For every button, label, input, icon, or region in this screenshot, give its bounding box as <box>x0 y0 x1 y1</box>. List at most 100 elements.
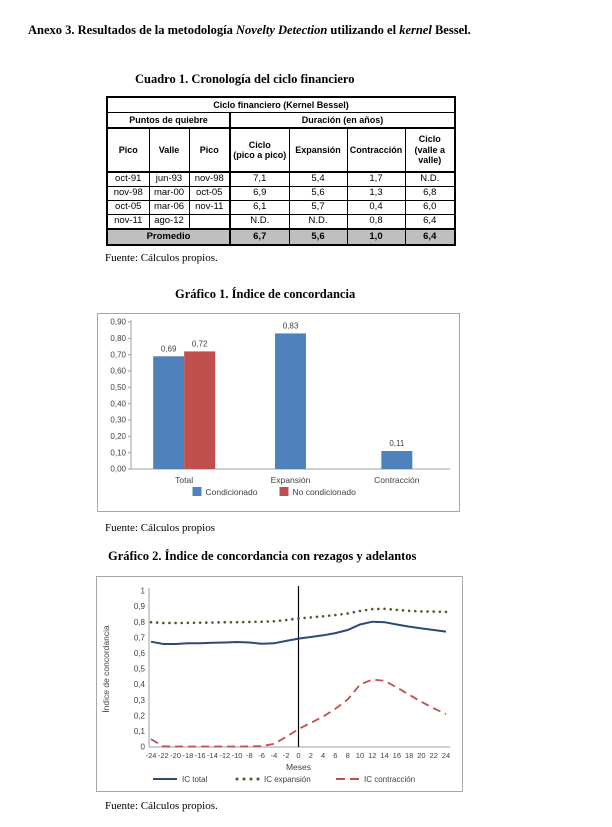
expansion-dot <box>370 607 374 611</box>
y-tick-label: 0,80 <box>110 334 126 343</box>
table-source: Fuente: Cálculos propios. <box>105 252 218 264</box>
category-label: Contracción <box>374 475 420 485</box>
legend-swatch <box>279 487 289 496</box>
expansion-dot <box>401 609 405 612</box>
expansion-dot <box>180 621 184 625</box>
data-cell: 5,4 <box>288 171 348 187</box>
expansion-dot <box>426 610 429 613</box>
expansion-dot <box>407 609 411 613</box>
y-tick-label: 0,90 <box>110 318 126 327</box>
expansion-dot <box>186 621 190 625</box>
title-segment: Novelty Detection <box>236 22 328 37</box>
expansion-dot <box>266 620 270 623</box>
promedio-value-cell: 6,4 <box>404 228 456 246</box>
x-tick-label: -14 <box>207 751 218 760</box>
bar-condicionado <box>153 356 185 469</box>
expansion-dot <box>334 613 337 617</box>
y-tick-label: 0,1 <box>134 727 146 736</box>
page-title: Anexo 3. Resultados de la metodología No… <box>28 23 473 39</box>
legend-label: No condicionado <box>293 487 357 497</box>
x-tick-label: 8 <box>346 751 350 760</box>
table-row: nov-11 ago-12 N.D. N.D. 0,8 6,4 <box>106 214 456 230</box>
title-segment: Bessel. <box>431 22 471 37</box>
y-tick-label: 0,9 <box>134 602 146 611</box>
y-tick-label: 0,7 <box>134 633 146 642</box>
bar-value-label: 0,11 <box>389 439 405 448</box>
category-label: Total <box>175 475 193 485</box>
expansion-dot <box>254 620 257 624</box>
expansion-dot <box>364 608 368 612</box>
x-tick-label: -18 <box>182 751 193 760</box>
y-tick-label: 0,50 <box>110 383 126 392</box>
table-row: oct-91 jun-93 nov-98 7,1 5,4 1,7 N.D. <box>106 171 456 187</box>
column-header-cell: Contracción <box>346 127 406 173</box>
promedio-value-cell: 1,0 <box>346 228 406 246</box>
bar-value-label: 0,69 <box>161 344 177 353</box>
table-heading: Cuadro 1. Cronología del ciclo financier… <box>135 72 355 86</box>
line-chart-frame: 0 0,1 0,2 0,3 0,4 0,5 0,6 0,7 0,8 0,9 1 -24 -22 -20 -1… <box>96 576 463 792</box>
x-tick-label: -2 <box>283 751 290 760</box>
data-cell: 6,8 <box>404 186 456 201</box>
column-header-cell: Expansión <box>288 127 348 173</box>
y-tick-label: 0 <box>141 743 146 752</box>
expansion-dot <box>413 609 417 613</box>
y-tick-label: 0,10 <box>110 448 126 457</box>
expansion-dot <box>174 621 177 625</box>
data-cell: mar-00 <box>148 186 190 201</box>
legend-expansion-swatch <box>256 777 260 781</box>
x-tick-label: 16 <box>393 751 401 760</box>
y-tick-label: 0,60 <box>110 367 126 376</box>
expansion-dot <box>260 620 263 624</box>
data-cell: N.D. <box>229 214 290 230</box>
x-tick-label: 10 <box>356 751 364 760</box>
expansion-dot <box>297 617 300 620</box>
promedio-row: Promedio 6,7 5,6 1,0 6,4 <box>106 228 456 246</box>
x-tick-label: -4 <box>271 751 278 760</box>
data-cell: 5,7 <box>288 200 348 215</box>
data-cell: N.D. <box>288 214 348 230</box>
financial-cycle-table: Ciclo financiero (Kernel Bessel) Puntos d… <box>106 96 456 246</box>
expansion-dot <box>309 616 313 619</box>
expansion-dot <box>155 621 159 624</box>
legend-expansion-swatch <box>242 777 246 781</box>
legend-label: IC expansión <box>264 775 311 784</box>
expansion-dot <box>420 610 423 613</box>
expansion-dot <box>284 618 288 622</box>
x-tick-label: -12 <box>219 751 230 760</box>
expansion-dot <box>383 607 386 611</box>
y-tick-label: 0,5 <box>134 665 146 674</box>
expansion-dot <box>205 621 208 624</box>
x-tick-label: -20 <box>170 751 181 760</box>
data-cell <box>188 214 231 230</box>
y-tick-label: 0,2 <box>134 711 146 720</box>
y-tick-label: 0,8 <box>134 618 146 627</box>
expansion-dot <box>248 620 251 624</box>
expansion-dot <box>389 608 392 611</box>
bar-value-label: 0,72 <box>192 339 208 348</box>
group-header-cell: Puntos de quiebre <box>106 112 231 129</box>
x-tick-label: -16 <box>195 751 206 760</box>
data-cell: oct-05 <box>188 186 231 201</box>
y-tick-label: 0,30 <box>110 416 126 425</box>
x-tick-label: 24 <box>442 751 450 760</box>
bar-chart-frame: 0,00 0,10 0,20 0,30 0,40 0,50 0,60 0,70 0,80 0,90… <box>97 313 460 512</box>
y-tick-label: 0,20 <box>110 432 126 441</box>
data-cell: 6,1 <box>229 200 290 215</box>
y-tick-label: 0,40 <box>110 399 126 408</box>
legend-label: Condicionado <box>206 487 258 497</box>
x-tick-label: 0 <box>296 751 300 760</box>
title-segment: utilizando el <box>327 22 400 37</box>
column-header-cell: Valle <box>148 127 190 173</box>
column-header-cell: Ciclo (valle a valle) <box>404 127 456 173</box>
expansion-dot <box>161 621 165 625</box>
expansion-dot <box>315 615 319 619</box>
promedio-value-cell: 5,6 <box>288 228 348 246</box>
legend-label: IC contracción <box>364 775 415 784</box>
expansion-dot <box>346 612 349 615</box>
chart2-heading: Gráfico 2. Índice de concordancia con re… <box>108 549 417 563</box>
x-tick-label: 20 <box>417 751 425 760</box>
data-cell: 1,7 <box>346 171 406 187</box>
chart2-source: Fuente: Cálculos propios. <box>105 800 218 812</box>
y-axis-title: Índice de concordancia <box>101 625 111 713</box>
data-cell: 6,4 <box>404 214 456 230</box>
